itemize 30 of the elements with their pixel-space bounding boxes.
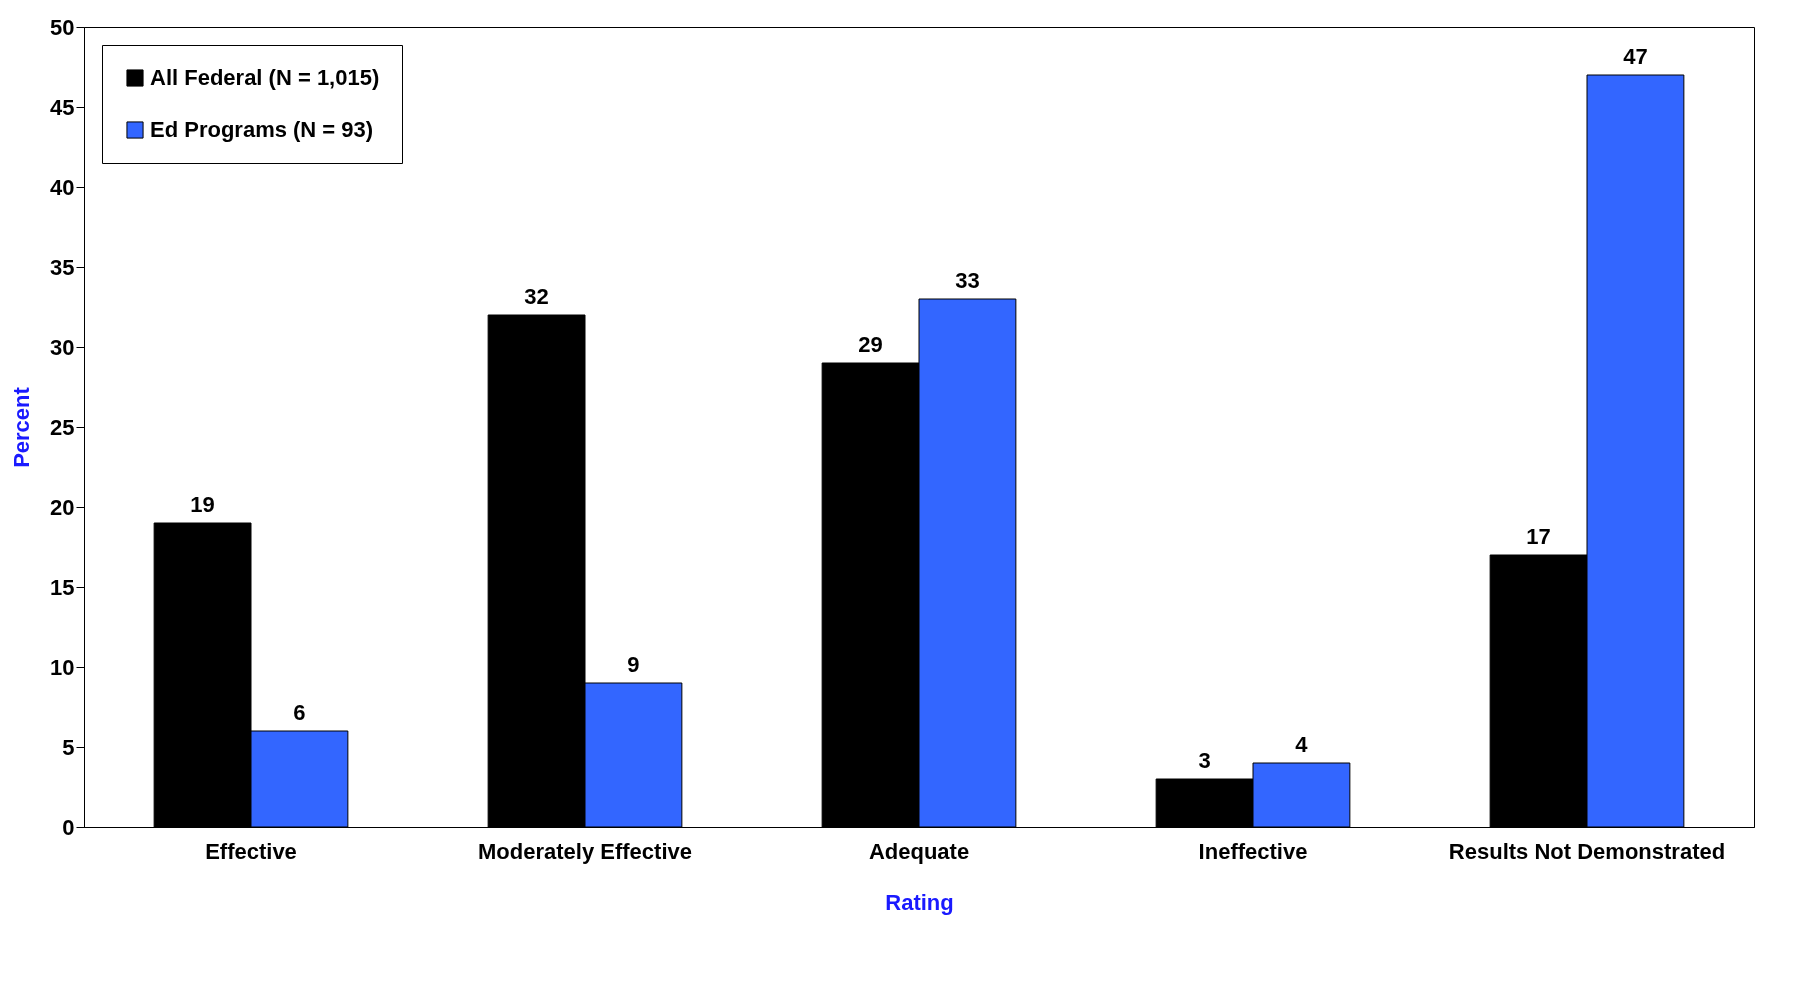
x-tick-label: Effective <box>205 838 297 864</box>
data-label: 4 <box>1295 732 1309 757</box>
x-axis-title: Rating <box>885 889 954 915</box>
y-tick-label: 30 <box>50 334 75 360</box>
y-tick-label: 45 <box>50 94 75 120</box>
y-tick-label: 40 <box>50 174 75 200</box>
y-tick-label: 25 <box>50 414 75 440</box>
y-tick-label: 35 <box>50 254 75 280</box>
data-label: 29 <box>858 332 883 357</box>
data-label: 9 <box>627 652 640 677</box>
y-tick-label: 10 <box>50 654 75 680</box>
x-tick-label: Adequate <box>868 838 970 864</box>
x-tick-label: Results Not Demonstrated <box>1448 838 1726 864</box>
data-label: 19 <box>190 492 215 517</box>
x-tick-label: Ineffective <box>1198 838 1308 864</box>
legend-label: Ed Programs (N = 93) <box>150 117 374 142</box>
y-tick-label: 5 <box>62 734 75 760</box>
data-label: 32 <box>524 284 549 309</box>
data-label: 33 <box>955 268 980 293</box>
data-label: 3 <box>1198 748 1211 773</box>
x-tick-label: Moderately Effective <box>478 838 692 864</box>
data-label: 17 <box>1526 524 1551 549</box>
y-tick-label: 50 <box>50 14 75 40</box>
y-axis-title: Percent <box>9 386 35 468</box>
y-tick-label: 20 <box>50 494 75 520</box>
y-tick-label: 0 <box>62 814 75 840</box>
data-label: 47 <box>1623 44 1648 69</box>
legend-label: All Federal (N = 1,015) <box>150 65 380 90</box>
data-label: 6 <box>293 700 306 725</box>
y-tick-label: 15 <box>50 574 75 600</box>
